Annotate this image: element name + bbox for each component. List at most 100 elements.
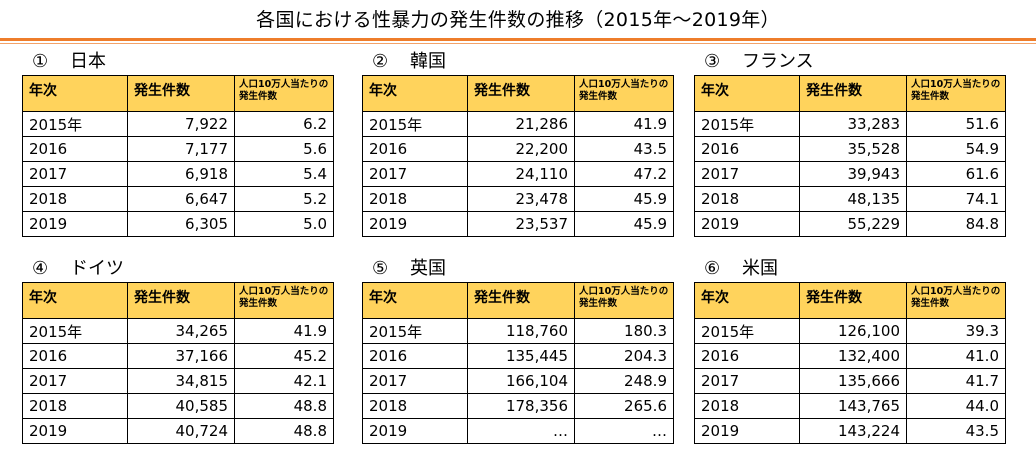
data-table: 年次 発生件数 人口10万人当たりの発生件数 2015年 34,265 41.9… xyxy=(22,282,334,444)
header-count: 発生件数 xyxy=(467,75,575,112)
cell-count: 143,224 xyxy=(799,418,907,444)
cell-rate: 265.6 xyxy=(574,393,674,419)
cell-year: 2016 xyxy=(362,136,468,162)
cell-year: 2019 xyxy=(362,211,468,237)
header-year: 年次 xyxy=(362,75,468,112)
cell-year: 2015年 xyxy=(694,111,800,137)
header-rate: 人口10万人当たりの発生件数 xyxy=(234,282,334,319)
cell-rate: 41.0 xyxy=(906,343,1006,369)
cell-year: 2019 xyxy=(22,211,128,237)
country-block: ⑥ 米国 年次 発生件数 人口10万人当たりの発生件数 2015年 126,100… xyxy=(694,257,1006,444)
cell-rate: 204.3 xyxy=(574,343,674,369)
page-title: 各国における性暴力の発生件数の推移（2015年～2019年） xyxy=(256,9,780,31)
header-count: 発生件数 xyxy=(127,282,235,319)
cell-year: 2016 xyxy=(694,343,800,369)
cell-count: 166,104 xyxy=(467,368,575,394)
table-row: 2017 166,104 248.9 xyxy=(362,368,674,394)
table-row: 2018 143,765 44.0 xyxy=(694,393,1006,419)
cell-count: 39,943 xyxy=(799,161,907,187)
cell-count: 55,229 xyxy=(799,211,907,237)
cell-year: 2019 xyxy=(22,418,128,444)
table-header-row: 年次 発生件数 人口10万人当たりの発生件数 xyxy=(362,282,674,319)
table-header-row: 年次 発生件数 人口10万人当たりの発生件数 xyxy=(362,75,674,112)
table-row: 2018 40,585 48.8 xyxy=(22,393,334,419)
cell-rate: 39.3 xyxy=(906,318,1006,344)
table-row: 2015年 126,100 39.3 xyxy=(694,318,1006,344)
country-name: 米国 xyxy=(742,258,778,279)
header-year: 年次 xyxy=(694,75,800,112)
cell-count: 48,135 xyxy=(799,186,907,212)
data-table: 年次 発生件数 人口10万人当たりの発生件数 2015年 118,760 180… xyxy=(362,282,674,444)
cell-count: 34,265 xyxy=(127,318,235,344)
table-row: 2016 7,177 5.6 xyxy=(22,136,334,162)
table-row: 2018 6,647 5.2 xyxy=(22,186,334,212)
header-year: 年次 xyxy=(362,282,468,319)
table-row: 2017 34,815 42.1 xyxy=(22,368,334,394)
cell-rate: 180.3 xyxy=(574,318,674,344)
cell-count: 22,200 xyxy=(467,136,575,162)
cell-year: 2015年 xyxy=(22,318,128,344)
title-underline xyxy=(0,38,1036,41)
cell-year: 2016 xyxy=(22,343,128,369)
cell-count: 33,283 xyxy=(799,111,907,137)
table-row: 2015年 7,922 6.2 xyxy=(22,111,334,137)
country-name: 英国 xyxy=(410,258,446,279)
country-heading: ⑤ 英国 xyxy=(372,257,674,281)
cell-year: 2016 xyxy=(694,136,800,162)
cell-year: 2019 xyxy=(362,418,468,444)
cell-rate: 5.0 xyxy=(234,211,334,237)
cell-count: 143,765 xyxy=(799,393,907,419)
cell-count: 132,400 xyxy=(799,343,907,369)
cell-rate: 48.8 xyxy=(234,418,334,444)
cell-count: 21,286 xyxy=(467,111,575,137)
country-number: ⑥ xyxy=(704,258,721,279)
country-block: ③ フランス 年次 発生件数 人口10万人当たりの発生件数 2015年 33,28… xyxy=(694,50,1006,237)
header-rate: 人口10万人当たりの発生件数 xyxy=(906,75,1006,112)
data-table: 年次 発生件数 人口10万人当たりの発生件数 2015年 33,283 51.6… xyxy=(694,75,1006,237)
cell-rate: 45.2 xyxy=(234,343,334,369)
header-year: 年次 xyxy=(22,282,128,319)
data-table: 年次 発生件数 人口10万人当たりの発生件数 2015年 21,286 41.9… xyxy=(362,75,674,237)
table-row: 2017 24,110 47.2 xyxy=(362,161,674,187)
cell-year: 2019 xyxy=(694,211,800,237)
country-name: 日本 xyxy=(70,51,106,72)
country-number: ① xyxy=(32,51,49,72)
cell-year: 2019 xyxy=(694,418,800,444)
cell-rate: 45.9 xyxy=(574,186,674,212)
table-row: 2018 48,135 74.1 xyxy=(694,186,1006,212)
cell-rate: 43.5 xyxy=(906,418,1006,444)
country-number: ④ xyxy=(32,258,49,279)
country-heading: ⑥ 米国 xyxy=(704,257,1006,281)
cell-count: 34,815 xyxy=(127,368,235,394)
country-block: ④ ドイツ 年次 発生件数 人口10万人当たりの発生件数 2015年 34,265… xyxy=(22,257,334,444)
table-row: 2019 55,229 84.8 xyxy=(694,211,1006,237)
table-row: 2019 40,724 48.8 xyxy=(22,418,334,444)
cell-count: 6,647 xyxy=(127,186,235,212)
cell-count: 6,305 xyxy=(127,211,235,237)
country-heading: ① 日本 xyxy=(32,50,334,74)
cell-count: 6,918 xyxy=(127,161,235,187)
cell-year: 2017 xyxy=(362,161,468,187)
table-row: 2016 132,400 41.0 xyxy=(694,343,1006,369)
table-row: 2019 143,224 43.5 xyxy=(694,418,1006,444)
table-header-row: 年次 発生件数 人口10万人当たりの発生件数 xyxy=(694,75,1006,112)
cell-rate: 48.8 xyxy=(234,393,334,419)
cell-rate: 74.1 xyxy=(906,186,1006,212)
table-row: 2017 135,666 41.7 xyxy=(694,368,1006,394)
cell-count: 7,922 xyxy=(127,111,235,137)
cell-year: 2018 xyxy=(22,186,128,212)
cell-year: 2018 xyxy=(362,186,468,212)
table-header-row: 年次 発生件数 人口10万人当たりの発生件数 xyxy=(22,75,334,112)
cell-count: 135,666 xyxy=(799,368,907,394)
cell-year: 2015年 xyxy=(22,111,128,137)
header-rate: 人口10万人当たりの発生件数 xyxy=(234,75,334,112)
country-block: ① 日本 年次 発生件数 人口10万人当たりの発生件数 2015年 7,922 6… xyxy=(22,50,334,237)
cell-count: 126,100 xyxy=(799,318,907,344)
table-header-row: 年次 発生件数 人口10万人当たりの発生件数 xyxy=(22,282,334,319)
cell-year: 2018 xyxy=(362,393,468,419)
header-rate: 人口10万人当たりの発生件数 xyxy=(574,75,674,112)
cell-year: 2018 xyxy=(694,186,800,212)
cell-rate: 42.1 xyxy=(234,368,334,394)
table-row: 2015年 118,760 180.3 xyxy=(362,318,674,344)
cell-rate: 43.5 xyxy=(574,136,674,162)
